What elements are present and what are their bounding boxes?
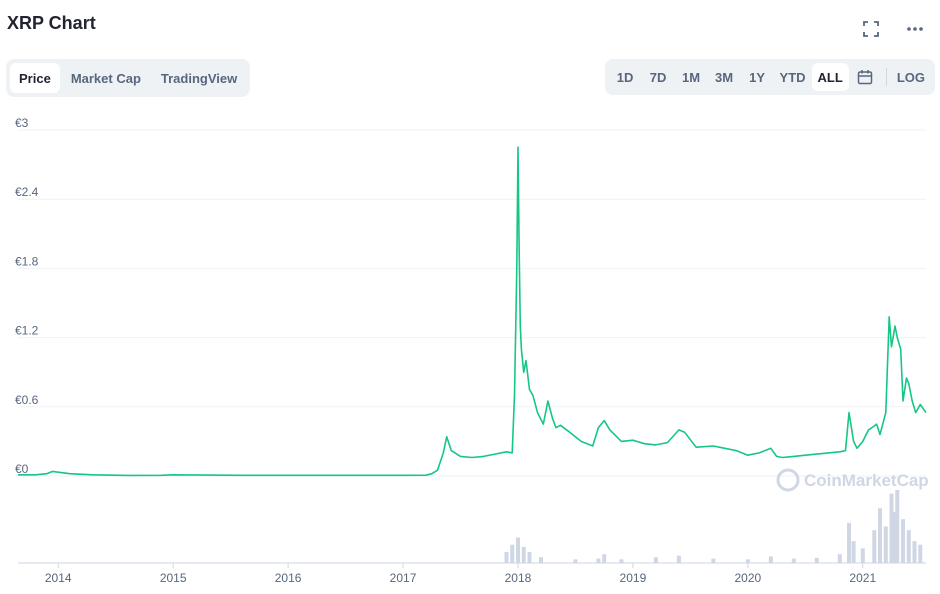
volume-bar [837,554,842,563]
range-1m-button[interactable]: 1M [682,69,701,85]
tab-market-cap[interactable]: Market Cap [70,70,141,86]
chart-title: XRP Chart [7,13,96,33]
volume-bar [573,559,578,563]
chart-type-tabs: Price Market Cap TradingView [6,59,251,97]
volume-bar [918,544,923,563]
range-3m-button[interactable]: 3M [715,69,734,85]
range-1y-button[interactable]: 1Y [749,69,765,85]
volume-bar [878,508,883,563]
volume-bar [711,558,716,563]
volume-bar [846,522,851,563]
volume-bar [906,530,911,563]
y-tick-label: €0 [15,462,29,476]
volume-bar [892,511,897,563]
volume-bar [619,559,624,563]
time-range-selector: 1D 7D 1M 3M 1Y YTD ALL LOG [604,59,935,95]
range-1d-button[interactable]: 1D [616,69,634,85]
x-tick-label: 2021 [849,571,876,585]
volume-bar [745,559,750,563]
volume-bar [901,519,906,563]
log-scale-button[interactable]: LOG [896,69,925,85]
x-tick-label: 2016 [275,571,302,585]
volume-bar [521,546,526,563]
range-divider [885,68,887,86]
volume-bar [515,537,520,563]
x-tick-label: 2018 [505,571,532,585]
volume-bar [504,552,509,563]
range-ytd-button[interactable]: YTD [779,69,806,85]
x-tick-label: 2017 [390,571,417,585]
volume-bar [883,526,888,563]
volume-bar [791,558,796,563]
volume-bar [653,557,658,563]
x-tick-label: 2014 [45,571,72,585]
volume-bar [872,530,877,563]
y-tick-label: €0.6 [15,393,39,407]
x-tick-label: 2020 [734,571,761,585]
tab-tradingview[interactable]: TradingView [160,70,238,86]
x-tick-label: 2019 [620,571,647,585]
watermark-text: CoinMarketCap [804,471,929,490]
volume-bar [860,548,865,563]
coinmarketcap-logo-icon [776,468,800,492]
more-horizontal-icon[interactable] [904,18,926,40]
volume-bar [895,490,900,563]
volume-bar [596,558,601,563]
expand-icon[interactable] [860,18,882,40]
calendar-icon[interactable] [849,63,882,91]
volume-bar [676,555,681,563]
price-chart: €0 €0.6 €1.2 €1.8 €2.4 €3 CoinMarketCap 2014 2… [15,116,929,585]
y-tick-label: €3 [15,116,29,130]
volume-bar [510,544,515,563]
volume-bar [889,493,894,563]
volume-bar [851,541,856,563]
volume-bar [527,552,532,563]
volume-bar [768,556,773,563]
y-tick-label: €2.4 [15,185,39,199]
range-all-button[interactable]: ALL [811,63,849,91]
price-line [18,146,927,477]
x-tick-label: 2015 [160,571,187,585]
volume-bar [602,554,607,563]
y-tick-label: €1.2 [15,324,39,338]
range-7d-button[interactable]: 7D [649,69,667,85]
y-tick-label: €1.8 [15,254,39,268]
tab-price[interactable]: Price [10,63,60,93]
volume-bar [912,541,917,563]
volume-bar [814,557,819,563]
volume-bar [538,557,543,563]
